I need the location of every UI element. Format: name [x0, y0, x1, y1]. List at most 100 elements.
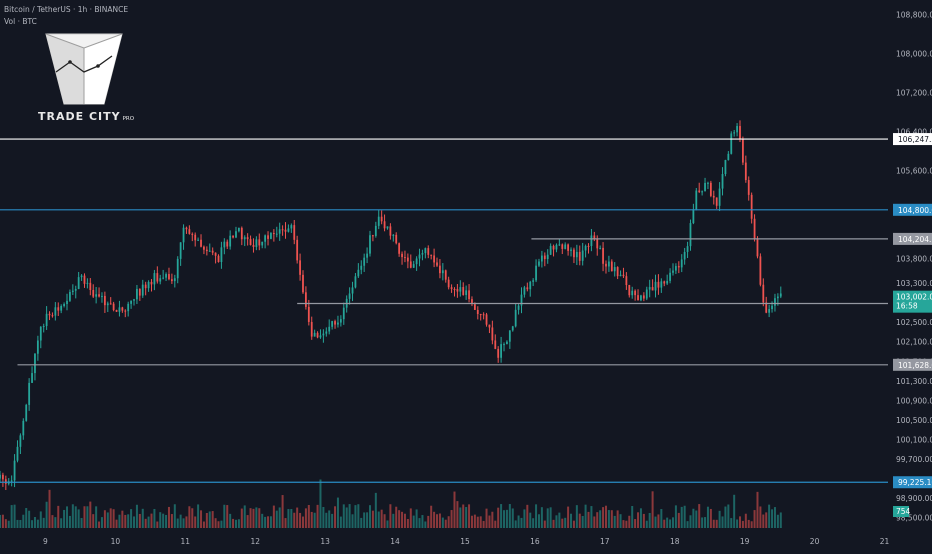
candle-body	[278, 229, 281, 234]
volume-bar	[252, 508, 255, 528]
candle-body	[351, 287, 354, 294]
volume-bar	[768, 504, 771, 528]
volume-bar	[587, 511, 590, 528]
y-tick-label: 105,600.00	[896, 167, 932, 176]
volume-bar	[296, 507, 299, 528]
volume-bar	[176, 518, 179, 528]
volume-bar	[342, 504, 345, 528]
current-volume-label: 754	[896, 507, 911, 516]
volume-bar	[360, 517, 363, 528]
candle-body	[51, 315, 54, 317]
y-tick-label: 100,500.00	[896, 416, 932, 425]
volume-bar	[634, 519, 637, 528]
candle-body	[223, 241, 226, 248]
candle-body	[162, 277, 165, 279]
horizontal-levels	[0, 138, 888, 483]
candle-body	[424, 248, 427, 254]
candle-body	[386, 226, 389, 229]
candle-body	[89, 282, 92, 290]
volume-bar	[0, 514, 1, 528]
volume-bar	[194, 516, 197, 528]
volume-bar	[602, 507, 605, 528]
volume-bar	[54, 517, 57, 528]
volume-bar	[121, 510, 124, 528]
volume-bar	[403, 513, 406, 528]
candle-body	[453, 288, 456, 290]
candle-body	[596, 238, 599, 249]
price-labels: 106,247.55104,800.00104,204.54102,882.04…	[893, 133, 932, 517]
volume-bar	[462, 504, 465, 528]
volume-bar	[10, 505, 13, 528]
volume-bar	[68, 515, 71, 528]
x-tick-label: 15	[460, 537, 470, 546]
candle-body	[762, 284, 765, 303]
volume-bar	[31, 520, 34, 528]
y-tick-label: 108,000.00	[896, 49, 932, 58]
candle-body	[2, 474, 4, 480]
volume-bar	[4, 519, 7, 528]
candle-body	[660, 281, 663, 288]
volume-bar	[13, 504, 16, 528]
candle-body	[270, 233, 272, 239]
volume-bar	[657, 514, 660, 528]
volume-bar	[686, 521, 689, 528]
volume-bar	[86, 506, 89, 528]
volume-bar	[310, 511, 313, 528]
level-price-label: 106,247.55	[898, 135, 932, 144]
candle-body	[637, 295, 639, 301]
volume-bar	[325, 512, 328, 528]
volume-bar	[322, 506, 325, 528]
volume-bar	[135, 504, 138, 528]
volume-bar	[267, 516, 270, 528]
volume-bar	[336, 497, 339, 528]
candle-body	[200, 239, 202, 247]
candle-body	[197, 239, 200, 241]
candle-body	[686, 246, 689, 252]
volume-bars	[0, 479, 782, 528]
candle-body	[71, 290, 74, 292]
candle-body	[739, 126, 741, 139]
candle-body	[704, 182, 706, 192]
volume-bar	[380, 509, 383, 528]
candle-body	[39, 326, 42, 341]
volume-bar	[505, 509, 508, 528]
candle-body	[479, 313, 482, 315]
candle-body	[366, 253, 368, 258]
candle-body	[546, 254, 549, 260]
volume-bar	[39, 511, 42, 528]
candle-body	[10, 480, 13, 482]
candle-body	[74, 288, 77, 291]
volume-bar	[584, 504, 587, 528]
candle-body	[179, 242, 182, 259]
y-tick-label: 98,500.00	[896, 514, 932, 523]
candlesticks	[0, 120, 782, 491]
volume-bar	[570, 513, 573, 528]
candle-body	[462, 287, 465, 295]
volume-bar	[366, 512, 369, 528]
volume-bar	[476, 516, 479, 528]
volume-bar	[654, 516, 657, 528]
candle-body	[0, 474, 1, 479]
current-volume-box	[893, 506, 909, 517]
volume-bar	[523, 509, 526, 528]
volume-bar	[269, 516, 272, 528]
volume-bar	[692, 508, 695, 528]
volume-bar	[339, 516, 342, 528]
volume-bar	[718, 510, 721, 528]
volume-bar	[354, 505, 357, 528]
level-price-box	[893, 203, 932, 216]
candle-body	[517, 305, 520, 310]
candle-body	[465, 290, 468, 295]
candle-body	[619, 274, 622, 277]
volume-bar	[351, 514, 354, 528]
volume-bar	[112, 509, 115, 528]
volume-bar	[369, 505, 371, 528]
candle-body	[243, 237, 246, 240]
candle-body	[389, 226, 392, 236]
candle-body	[715, 197, 718, 206]
candle-body	[625, 276, 628, 286]
volume-bar	[328, 510, 331, 528]
candle-body	[281, 229, 284, 231]
